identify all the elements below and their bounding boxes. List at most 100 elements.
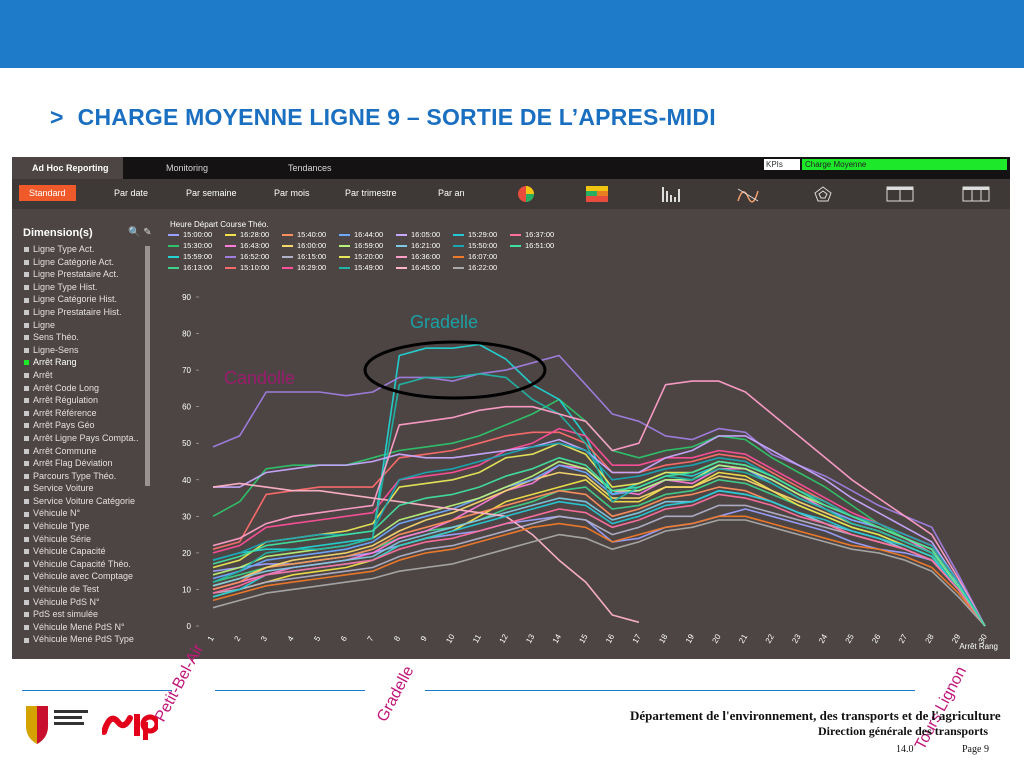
legend-entry[interactable]: 16:44:00 — [339, 230, 383, 239]
dimension-item[interactable]: Véhicule Capacité — [24, 545, 158, 558]
chart-legend: 15:00:00 15:30:00 15:59:00 16:13:00 16:28:00… — [168, 230, 568, 282]
dimension-item[interactable]: Ligne — [24, 319, 158, 332]
legend-entry[interactable]: 15:29:00 — [453, 230, 497, 239]
y-tick-label: 70 — [182, 366, 191, 375]
legend-entry[interactable]: 16:21:00 — [396, 241, 440, 250]
legend-entry[interactable]: 16:37:00 — [510, 230, 554, 239]
legend-entry[interactable]: 16:51:00 — [510, 241, 554, 250]
dimension-item[interactable]: Arrêt — [24, 369, 158, 382]
legend-entry[interactable]: 16:05:00 — [396, 230, 440, 239]
legend-label: 16:28:00 — [240, 230, 270, 239]
legend-swatch — [510, 245, 521, 248]
tab-tendances[interactable]: Tendances — [288, 163, 332, 173]
x-tick-label: 20 — [711, 632, 724, 645]
legend-entry[interactable]: 15:10:00 — [225, 263, 269, 272]
legend-entry[interactable]: 16:07:00 — [453, 252, 497, 261]
subtab-par-date[interactable]: Par date — [114, 188, 149, 198]
bar-chart-icon[interactable] — [661, 185, 683, 203]
dimension-item[interactable]: Arrêt Ligne Pays Compta.. — [24, 432, 158, 445]
legend-label: 16:45:00 — [411, 263, 441, 272]
dimension-item[interactable]: Véhicule avec Comptage — [24, 570, 158, 583]
x-tick-label: 4 — [286, 634, 296, 643]
dimension-item[interactable]: Arrêt Régulation — [24, 394, 158, 407]
dimension-item[interactable]: Véhicule Mené PdS N° — [24, 621, 158, 634]
dimension-item[interactable]: Service Voiture Catégorie — [24, 495, 158, 508]
dimension-item[interactable]: Véhicule N° — [24, 507, 158, 520]
legend-entry[interactable]: 16:13:00 — [168, 263, 212, 272]
dimension-item[interactable]: Sens Théo. — [24, 331, 158, 344]
dimension-item[interactable]: Parcours Type Théo. — [24, 470, 158, 483]
legend-entry[interactable]: 15:20:00 — [339, 252, 383, 261]
dimension-item[interactable]: Ligne-Sens — [24, 344, 158, 357]
legend-swatch — [168, 234, 179, 237]
subtab-par-mois[interactable]: Par mois — [274, 188, 310, 198]
dimension-item[interactable]: Arrêt Flag Déviation — [24, 457, 158, 470]
dimension-item[interactable]: Ligne Prestataire Hist. — [24, 306, 158, 319]
footer-divider — [425, 690, 915, 691]
legend-swatch — [168, 245, 179, 248]
dimension-item[interactable]: Véhicule de Test — [24, 583, 158, 596]
tab-monitoring[interactable]: Monitoring — [166, 163, 209, 173]
series-line-16 — [213, 435, 986, 627]
dimension-item[interactable]: PdS est simulée — [24, 608, 158, 621]
series-line-18 — [212, 380, 986, 627]
dimension-item[interactable]: Ligne Catégorie Act. — [24, 256, 158, 269]
table-icon[interactable] — [962, 185, 990, 203]
x-tick-label: 11 — [471, 632, 483, 644]
dimension-item[interactable]: Ligne Type Hist. — [24, 281, 158, 294]
dimension-item[interactable]: Arrêt Commune — [24, 445, 158, 458]
table-icon[interactable] — [886, 185, 914, 203]
kpi-select[interactable]: Charge Moyenne — [802, 159, 1007, 170]
dimension-item[interactable]: Véhicule Mené PdS Type — [24, 633, 158, 646]
legend-entry[interactable]: 15:40:00 — [282, 230, 326, 239]
dimension-item[interactable]: Véhicule PdS N° — [24, 596, 158, 609]
x-tick-label: 19 — [684, 632, 697, 645]
legend-entry[interactable]: 15:49:00 — [339, 263, 383, 272]
legend-entry[interactable]: 16:36:00 — [396, 252, 440, 261]
legend-entry[interactable]: 16:43:00 — [225, 241, 269, 250]
sidebar-search-icon[interactable]: 🔍 ✎ — [128, 227, 152, 238]
subtab-standard[interactable]: Standard — [19, 185, 76, 201]
radar-icon[interactable] — [812, 185, 834, 203]
dimension-item[interactable]: Arrêt Rang — [24, 356, 158, 369]
legend-label: 15:30:00 — [183, 241, 213, 250]
dimension-item[interactable]: Arrêt Code Long — [24, 382, 158, 395]
legend-entry[interactable]: 16:29:00 — [282, 263, 326, 272]
subtab-par-trimestre[interactable]: Par trimestre — [345, 188, 397, 198]
dimension-item[interactable]: Véhicule Série — [24, 533, 158, 546]
x-tick-label: 5 — [312, 634, 322, 643]
tab-ad-hoc-reporting[interactable]: Ad Hoc Reporting — [12, 157, 123, 179]
footer-date: 14.0 — [896, 744, 914, 755]
legend-label: 16:07:00 — [468, 252, 498, 261]
sidebar-scrollbar[interactable] — [145, 246, 150, 486]
legend-entry[interactable]: 15:50:00 — [453, 241, 497, 250]
dimension-item[interactable]: Arrêt Pays Géo — [24, 419, 158, 432]
pie-chart-icon[interactable] — [515, 185, 537, 203]
subtab-par-an[interactable]: Par an — [438, 188, 465, 198]
legend-entry[interactable]: 15:30:00 — [168, 241, 212, 250]
heatmap-icon[interactable] — [586, 185, 608, 203]
legend-entry[interactable]: 16:59:00 — [339, 241, 383, 250]
dimension-item[interactable]: Ligne Catégorie Hist. — [24, 293, 158, 306]
legend-entry[interactable]: 15:00:00 — [168, 230, 212, 239]
legend-entry[interactable]: 16:15:00 — [282, 252, 326, 261]
legend-entry[interactable]: 16:22:00 — [453, 263, 497, 272]
dimension-item[interactable]: Véhicule Type — [24, 520, 158, 533]
subtab-par-semaine[interactable]: Par semaine — [186, 188, 237, 198]
dimension-item[interactable]: Véhicule Capacité Théo. — [24, 558, 158, 571]
legend-entry[interactable]: 16:45:00 — [396, 263, 440, 272]
dimension-item[interactable]: Service Voiture — [24, 482, 158, 495]
dimension-item[interactable]: Ligne Prestataire Act. — [24, 268, 158, 281]
legend-swatch — [453, 267, 464, 270]
line-chart-icon[interactable] — [737, 185, 759, 203]
legend-entry[interactable]: 16:28:00 — [225, 230, 269, 239]
legend-entry[interactable]: 16:00:00 — [282, 241, 326, 250]
legend-entry[interactable]: 15:59:00 — [168, 252, 212, 261]
legend-entry[interactable]: 16:52:00 — [225, 252, 269, 261]
x-tick-label: 3 — [259, 634, 269, 643]
dimension-item[interactable]: Ligne Type Act. — [24, 243, 158, 256]
series-line-1 — [212, 398, 986, 627]
legend-title: Heure Départ Course Théo. — [170, 220, 269, 229]
x-tick-label: 15 — [577, 632, 590, 645]
dimension-item[interactable]: Arrêt Référence — [24, 407, 158, 420]
